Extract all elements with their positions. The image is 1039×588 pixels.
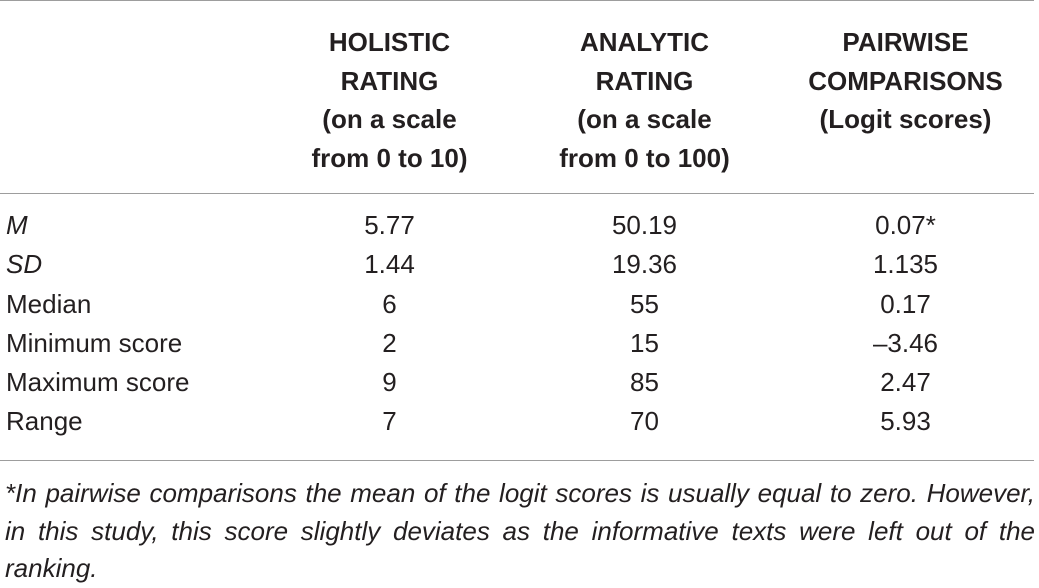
table-row: M 5.77 50.19 0.07* bbox=[0, 194, 1034, 246]
cell-analytic-value: 70 bbox=[512, 402, 777, 461]
cell-holistic-value: 6 bbox=[382, 288, 397, 319]
statistics-table-container: HOLISTIC RATING (on a scale from 0 to 10… bbox=[0, 0, 1034, 461]
table-row: SD 1.44 19.36 1.135 bbox=[0, 245, 1034, 284]
header-analytic-rating: ANALYTIC RATING (on a scale from 0 to 10… bbox=[512, 0, 777, 194]
cell-holistic-value: 2 bbox=[382, 327, 397, 358]
header-pairwise-comparisons: PAIRWISE COMPARISONS (Logit scores) bbox=[777, 0, 1034, 194]
table-footnote: *In pairwise comparisons the mean of the… bbox=[5, 478, 1035, 583]
row-label-mean: M bbox=[6, 210, 28, 240]
header-holistic-rating: HOLISTIC RATING (on a scale from 0 to 10… bbox=[267, 0, 512, 194]
table-header-row: HOLISTIC RATING (on a scale from 0 to 10… bbox=[0, 0, 1034, 194]
row-label-range: Range bbox=[0, 402, 267, 461]
header-cell-empty bbox=[0, 0, 267, 194]
cell-analytic-value: 15 bbox=[630, 327, 659, 358]
header-line: HOLISTIC bbox=[328, 27, 451, 57]
cell-analytic-value: 55 bbox=[630, 288, 659, 319]
cell-analytic-value: 19.36 bbox=[611, 249, 678, 280]
header-line: (on a scale bbox=[322, 104, 457, 134]
row-label-maximum-score: Maximum score bbox=[6, 367, 190, 398]
header-line: (on a scale bbox=[577, 104, 712, 134]
table-row: Median 6 55 0.17 bbox=[0, 285, 1034, 324]
header-line: RATING bbox=[340, 65, 439, 96]
header-line: from 0 to 10) bbox=[311, 142, 468, 173]
cell-holistic-value: 9 bbox=[382, 367, 397, 398]
row-label-sd: SD bbox=[6, 249, 43, 280]
cell-holistic-value: 5.77 bbox=[364, 210, 415, 240]
table-row: Minimum score 2 15 –3.46 bbox=[0, 324, 1034, 363]
cell-analytic-value: 50.19 bbox=[611, 210, 678, 240]
cell-pairwise-value: –3.46 bbox=[872, 327, 939, 358]
row-label-minimum-score: Minimum score bbox=[6, 327, 183, 358]
cell-pairwise-value: 0.17 bbox=[880, 288, 931, 319]
cell-pairwise-value: 2.47 bbox=[880, 367, 931, 398]
cell-analytic-value: 85 bbox=[630, 367, 659, 398]
cell-holistic-value: 7 bbox=[267, 402, 512, 461]
header-line: (Logit scores) bbox=[819, 104, 992, 134]
cell-pairwise-value: 1.135 bbox=[872, 249, 939, 280]
header-line: RATING bbox=[595, 65, 694, 96]
header-line: ANALYTIC bbox=[579, 27, 710, 57]
header-line: from 0 to 100) bbox=[559, 142, 730, 173]
header-line: PAIRWISE bbox=[842, 27, 969, 57]
cell-pairwise-value: 0.07* bbox=[875, 210, 936, 240]
header-line: COMPARISONS bbox=[808, 65, 1003, 96]
descriptive-statistics-table: HOLISTIC RATING (on a scale from 0 to 10… bbox=[0, 0, 1034, 461]
cell-holistic-value: 1.44 bbox=[364, 249, 415, 280]
table-row: Range 7 70 5.93 bbox=[0, 402, 1034, 461]
row-label-median: Median bbox=[6, 288, 92, 319]
table-row: Maximum score 9 85 2.47 bbox=[0, 363, 1034, 402]
cell-pairwise-value: 5.93 bbox=[777, 402, 1034, 461]
